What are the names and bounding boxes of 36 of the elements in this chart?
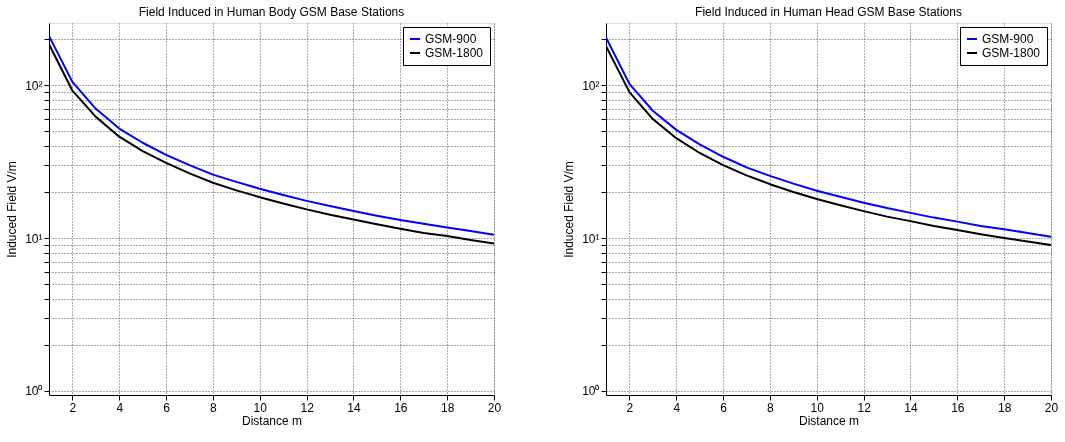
- x-tick-label: 16: [951, 400, 965, 415]
- x-tick-label: 10: [810, 400, 825, 415]
- y-axis-title: Induced Field V/m: [562, 161, 577, 258]
- y-tick-label: 10¹: [25, 231, 43, 246]
- x-tick-label: 12: [300, 400, 315, 415]
- x-tick-label: 18: [440, 400, 455, 415]
- x-tick-label: 20: [487, 400, 502, 415]
- legend-label: GSM-900: [425, 32, 477, 46]
- x-tick-label: 8: [210, 400, 218, 415]
- y-tick-label: 10⁰: [25, 384, 43, 399]
- y-tick-label: 10²: [25, 78, 43, 93]
- x-tick-label: 8: [767, 400, 775, 415]
- x-tick-label: 2: [69, 400, 77, 415]
- x-tick-label: 14: [904, 400, 918, 415]
- x-tick-label: 16: [394, 400, 408, 415]
- x-tick-label: 6: [163, 400, 171, 415]
- x-axis-title: Distance m: [798, 413, 860, 428]
- x-tick-label: 18: [997, 400, 1012, 415]
- y-tick-label: 10²: [582, 78, 600, 93]
- x-tick-label: 6: [720, 400, 728, 415]
- x-tick-label: 10: [253, 400, 268, 415]
- x-tick-label: 2: [626, 400, 634, 415]
- x-tick-label: 20: [1044, 400, 1059, 415]
- x-tick-label: 12: [857, 400, 872, 415]
- x-axis-title: Distance m: [241, 413, 303, 428]
- chart-title: Field Induced in Human Body GSM Base Stations: [138, 5, 405, 19]
- legend-label: GSM-1800: [425, 46, 484, 60]
- x-tick-label: 4: [116, 400, 124, 415]
- y-tick-label: 10¹: [582, 231, 600, 246]
- y-tick-label: 10⁰: [582, 384, 600, 399]
- x-tick-label: 4: [673, 400, 681, 415]
- x-tick-label: 14: [347, 400, 361, 415]
- legend-label: GSM-1800: [982, 46, 1041, 60]
- y-axis-title: Induced Field V/m: [5, 161, 20, 258]
- chart-title: Field Induced in Human Head GSM Base Stations: [695, 5, 962, 19]
- legend-label: GSM-900: [982, 32, 1034, 46]
